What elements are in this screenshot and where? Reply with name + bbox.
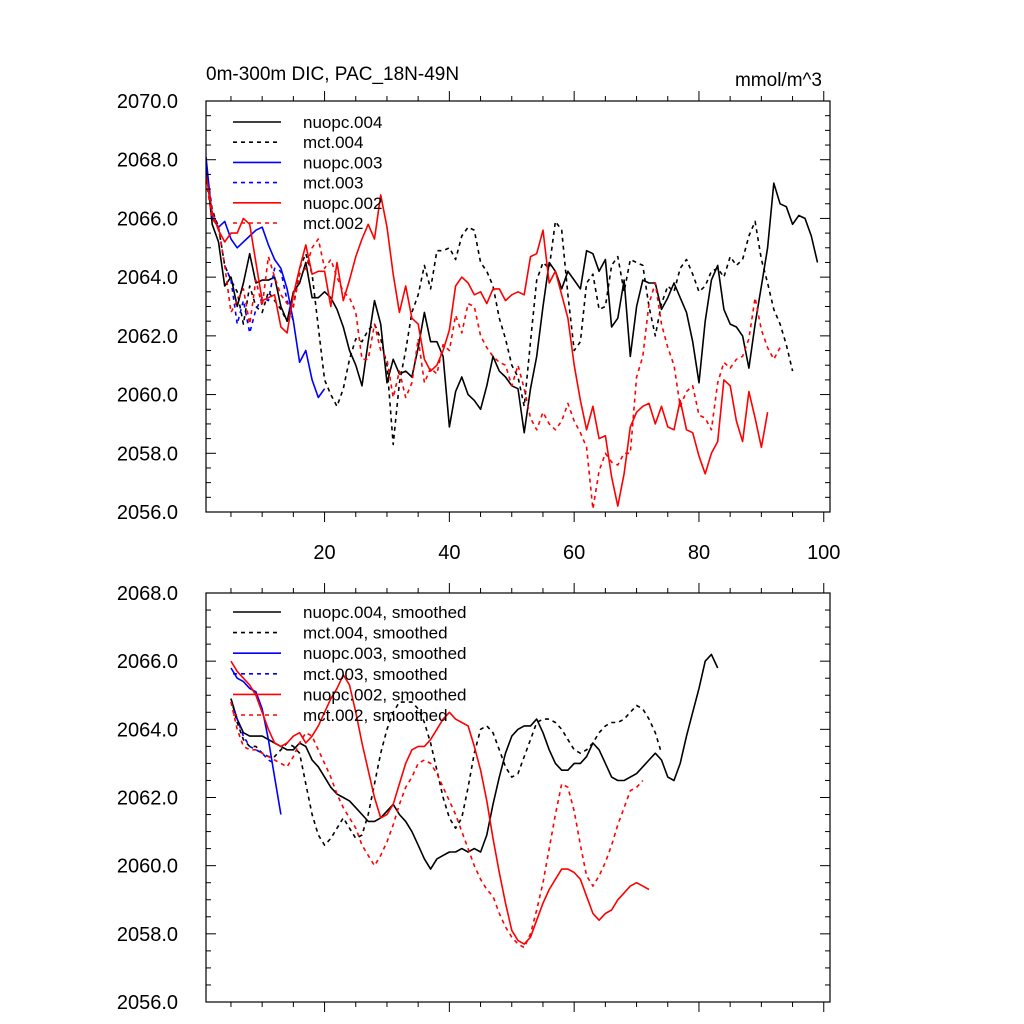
y-tick-label: 2056.0 xyxy=(117,992,178,1014)
y-tick-label: 2058.0 xyxy=(117,924,178,946)
y-tick-label: 2058.0 xyxy=(117,443,178,465)
legend-label: mct.004, smoothed xyxy=(303,624,448,643)
legend-label: mct.002 xyxy=(303,214,363,233)
y-tick-label: 2066.0 xyxy=(117,651,178,673)
legend-label: nuopc.004 xyxy=(303,113,382,132)
legend-label: nuopc.003 xyxy=(303,153,382,172)
y-tick-label: 2064.0 xyxy=(117,267,178,289)
series-line-mct-002-smoothed xyxy=(230,701,644,949)
x-tick-label: 100 xyxy=(807,542,840,564)
legend-label: mct.003, smoothed xyxy=(303,665,448,684)
x-tick-label: 80 xyxy=(688,542,710,564)
series-line-mct-004-smoothed xyxy=(230,698,663,847)
series-line-nuopc-002 xyxy=(206,174,769,507)
series-line-nuopc-002-smoothed xyxy=(230,660,650,945)
series-line-mct-004 xyxy=(206,165,794,446)
units-label: mmol/m^3 xyxy=(735,70,822,91)
y-tick-label: 2068.0 xyxy=(117,150,178,172)
y-tick-label: 2068.0 xyxy=(117,583,178,605)
series-line-nuopc-003-smoothed xyxy=(230,667,282,815)
y-tick-label: 2062.0 xyxy=(117,788,178,810)
chart-panel-1: 2056.0 2058.0 2060.0 2062.0 2064.0 2066.0 2068… xyxy=(117,64,841,564)
legend-label: nuopc.004, smoothed xyxy=(303,603,467,622)
y-tick-label: 2062.0 xyxy=(117,326,178,348)
legend-label: nuopc.002 xyxy=(303,194,382,213)
y-tick-label: 2060.0 xyxy=(117,856,178,878)
legend-label: mct.003 xyxy=(303,174,363,193)
series-line-mct-002 xyxy=(206,180,781,510)
y-tick-label: 2064.0 xyxy=(117,719,178,741)
chart-panel-2: 2056.0 2058.0 2060.0 2062.0 2064.0 2066.0 2068… xyxy=(117,583,831,1014)
x-tick-label: 40 xyxy=(438,542,460,564)
series-group xyxy=(206,156,819,510)
y-tick-label: 2060.0 xyxy=(117,385,178,407)
y-tick-label: 2066.0 xyxy=(117,208,178,230)
legend-label: mct.002, smoothed xyxy=(303,706,448,725)
series-line-mct-003-smoothed xyxy=(230,701,275,765)
legend-label: mct.004 xyxy=(303,133,363,152)
x-tick-label: 60 xyxy=(563,542,585,564)
legend-label: nuopc.002, smoothed xyxy=(303,685,467,704)
y-tick-label: 2056.0 xyxy=(117,502,178,524)
legend-label: nuopc.003, smoothed xyxy=(303,644,467,663)
chart-title: 0m-300m DIC, PAC_18N-49N xyxy=(206,64,459,85)
series-group xyxy=(230,653,719,949)
series-line-nuopc-004-smoothed xyxy=(230,653,719,870)
x-tick-label: 20 xyxy=(313,542,335,564)
y-tick-label: 2070.0 xyxy=(117,91,178,113)
series-line-nuopc-003 xyxy=(206,156,326,399)
chart-panels: 2056.0 2058.0 2060.0 2062.0 2064.0 2066.0 2068… xyxy=(117,64,841,1014)
